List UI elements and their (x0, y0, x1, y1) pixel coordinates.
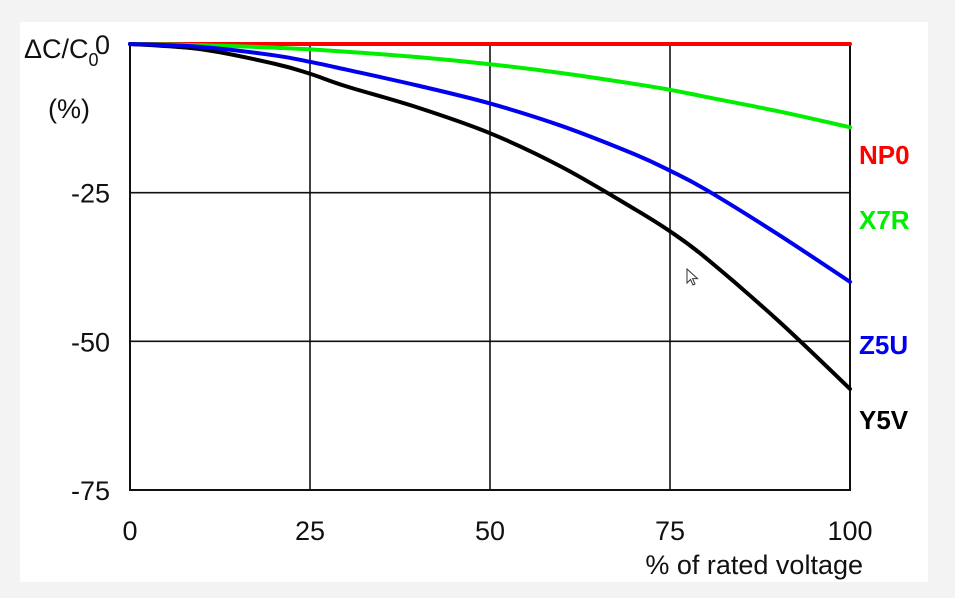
series-line-y5v (128, 42, 852, 391)
y-tick-label: -75 (71, 476, 110, 506)
series-lines (128, 41, 852, 391)
x-tick-labels: 0 25 50 75 100 (122, 516, 872, 546)
y-tick-label: -25 (71, 179, 110, 209)
series-label-np0: NP0 (859, 140, 910, 170)
x-tick-label: 100 (827, 516, 872, 546)
y-axis-title: ΔC/C0 (24, 34, 99, 70)
series-label-x7r: X7R (859, 205, 910, 235)
x-tick-label: 50 (475, 516, 505, 546)
y-tick-label: 0 (95, 30, 110, 60)
y-tick-label: -50 (71, 327, 110, 357)
series-label-y5v: Y5V (859, 405, 909, 435)
series-label-z5u: Z5U (859, 330, 908, 360)
series-line-z5u (128, 42, 852, 284)
x-tick-label: 75 (655, 516, 685, 546)
x-tick-label: 0 (122, 516, 137, 546)
x-tick-label: 25 (295, 516, 325, 546)
series-line-x7r (128, 42, 852, 130)
series-labels: NP0 X7R Z5U Y5V (859, 140, 910, 435)
chart-background (20, 22, 928, 582)
mouse-pointer-icon (686, 268, 699, 286)
grid-lines (130, 44, 850, 490)
y-tick-labels: 0 -25 -50 -75 (71, 30, 110, 506)
x-axis-title: % of rated voltage (645, 550, 863, 580)
y-axis-unit: (%) (48, 94, 90, 124)
